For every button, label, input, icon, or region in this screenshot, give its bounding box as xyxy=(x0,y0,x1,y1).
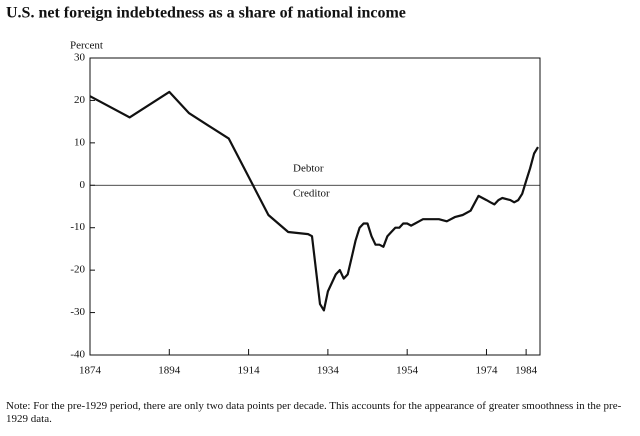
x-tick-label: 1954 xyxy=(396,365,419,377)
x-tick-label: 1874 xyxy=(79,365,102,377)
data-line xyxy=(89,90,539,312)
x-tick-label: 1934 xyxy=(317,365,340,377)
y-axis-label: Percent xyxy=(70,40,103,52)
y-tick-label: 0 xyxy=(80,179,86,191)
x-tick-label: 1984 xyxy=(515,365,538,377)
y-tick-label: 20 xyxy=(74,94,86,106)
x-tick-label: 1894 xyxy=(158,365,181,377)
y-tick-label: 10 xyxy=(74,136,86,148)
annotation: Creditor xyxy=(293,188,330,200)
annotation: Debtor xyxy=(293,163,324,175)
y-tick-label: -40 xyxy=(70,349,85,361)
x-tick-label: 1974 xyxy=(475,365,498,377)
y-tick-label: -20 xyxy=(70,264,85,276)
chart: U.S. net foreign indebtedness as a share… xyxy=(6,5,541,377)
y-tick-label: -30 xyxy=(70,306,85,318)
y-tick-label: -10 xyxy=(70,221,85,233)
note: Note: For the pre-1929 period, there are… xyxy=(6,400,622,425)
y-tick-label: 30 xyxy=(74,52,86,64)
x-tick-label: 1914 xyxy=(238,365,261,377)
chart-title: U.S. net foreign indebtedness as a share… xyxy=(6,5,406,22)
plot-frame xyxy=(89,57,541,356)
